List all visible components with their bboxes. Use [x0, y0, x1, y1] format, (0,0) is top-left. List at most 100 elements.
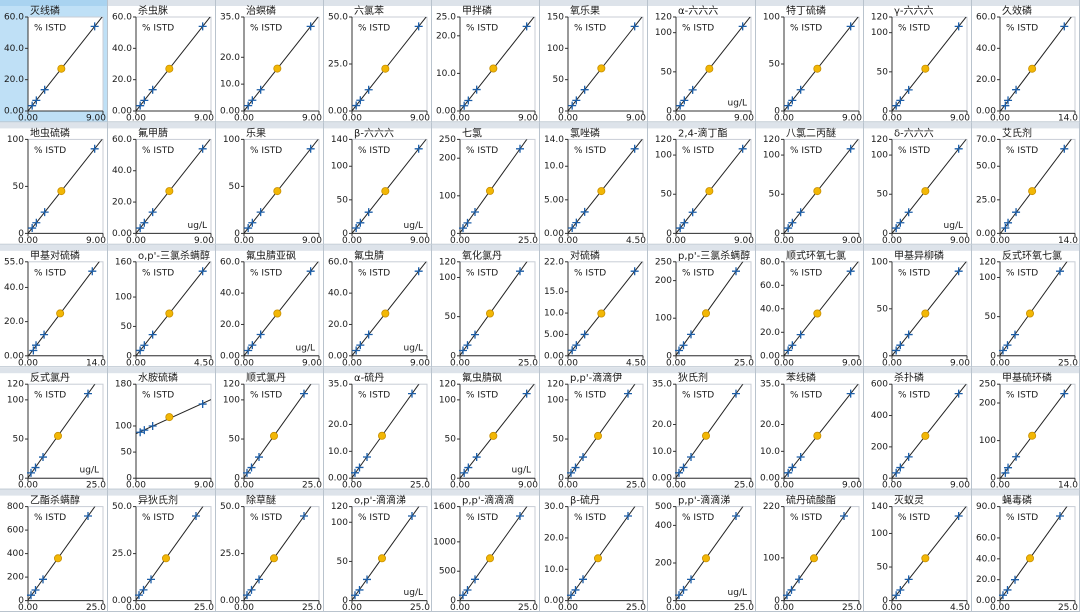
x-tick-label: 9.00: [194, 236, 214, 246]
calibration-panel[interactable]: 七氯 % ISTD 0 100 200 250 0.00 25.0: [432, 122, 540, 246]
calibration-panel[interactable]: p,p'-滴滴伊 % ISTD 0 50 100 120 0.00 25.0: [540, 367, 648, 491]
calibration-panel[interactable]: α-六六六 % ISTD ug/L 0 50 100 120 0.00 9.00: [648, 0, 756, 124]
y-tick-label: 100: [763, 553, 780, 563]
calibration-panel[interactable]: o,p'-滴滴涕 % ISTD ug/L 0 50 100 120 0.00 25.0: [324, 489, 432, 613]
y-unit-label: % ISTD: [358, 24, 390, 34]
calibration-panel[interactable]: 杀虫脒 % ISTD 0.00 20.0 40.0 60.0 0.00 9.00: [108, 0, 216, 124]
y-tick-label: 20.0: [976, 75, 996, 85]
y-tick-label: 0: [774, 596, 780, 606]
calibration-point: [355, 463, 364, 472]
calibration-panel[interactable]: 氟虫腈砜 % ISTD ug/L 0 50 100 120 0.00 9.00: [432, 367, 540, 491]
y-tick-label: 5.00: [544, 195, 564, 205]
calibration-panel[interactable]: 异狄氏剂 % ISTD 0.00 25.0 50.0 0.00 25.0: [108, 489, 216, 613]
calibration-panel[interactable]: 治螟磷 % ISTD 0.00 10.0 20.0 35.0 0.00 9.00: [216, 0, 324, 124]
fit-line: [568, 384, 636, 479]
calibration-panel[interactable]: 灭线磷 % ISTD 0.00 20.0 40.0 60.0 0.00 9.00: [0, 0, 108, 124]
calibration-point: [306, 144, 315, 153]
x-tick-label: 25.0: [626, 603, 646, 612]
y-tick-label: 0: [990, 474, 996, 484]
calibration-panel[interactable]: 氯唑磷 % ISTD 0.00 5.00 10.0 14.0 0.00 4.50: [540, 122, 648, 246]
fit-line: [352, 384, 420, 478]
check-point: [813, 64, 822, 73]
calibration-panel[interactable]: 杀扑磷 % ISTD 0 200 400 600 0.00 9.00: [864, 367, 972, 491]
calibration-panel[interactable]: 甲基对硫磷 % ISTD 0.00 20.0 40.0 55.0 0.00 14.0: [0, 244, 108, 368]
calibration-panel[interactable]: 甲拌磷 % ISTD 0.00 10.0 20.0 25.0 0.00 9.00: [432, 0, 540, 124]
calibration-panel[interactable]: 久效磷 % ISTD 0.00 20.0 40.0 60.0 0.00 14.0: [972, 0, 1080, 124]
y-unit-label: % ISTD: [790, 268, 822, 278]
panel-header: [324, 0, 432, 6]
panel-title: 灭蚁灵: [894, 495, 924, 507]
calibration-panel[interactable]: 乐果 % ISTD 0 50 100 0.00 9.00: [216, 122, 324, 246]
calibration-panel[interactable]: 氧化氯丹 % ISTD 0 50 100 120 0.00 25.0: [432, 244, 540, 368]
calibration-panel[interactable]: 氟虫腈亚砜 % ISTD ug/L 0.00 20.0 40.0 60.0 0.00 9.00: [216, 244, 324, 368]
calibration-point: [39, 575, 47, 584]
panel-title: β-硫丹: [570, 494, 600, 507]
calibration-panel[interactable]: 除草醚 % ISTD 0.00 25.0 50.0 0.00 25.0: [216, 489, 324, 613]
calibration-panel[interactable]: 特丁硫磷 % ISTD 0 50 100 0.00 9.00: [756, 0, 864, 124]
calibration-point: [363, 575, 371, 584]
y-tick-label: 0.00: [544, 229, 564, 239]
calibration-panel[interactable]: p,p'-滴滴滴 % ISTD 0 500 1000 1600 0.00 25.0: [432, 489, 540, 613]
panel-header: [648, 0, 756, 6]
calibration-panel[interactable]: 艾氏剂 % ISTD 0.00 25.0 50.0 70.0 0.00 14.0: [972, 122, 1080, 246]
check-point: [921, 64, 930, 73]
check-point: [921, 309, 930, 318]
fit-line: [460, 261, 528, 356]
calibration-point: [247, 585, 256, 594]
calibration-panel[interactable]: 甲基异柳磷 % ISTD 0 50 100 0.00 9.00: [864, 244, 972, 368]
calibration-panel[interactable]: p,p'-滴滴涕 % ISTD ug/L 0 200 400 500 0.00 25.0: [648, 489, 756, 613]
calibration-panel[interactable]: 反式氯丹 % ISTD ug/L 0 50 100 120 0.00 25.0: [0, 367, 108, 491]
calibration-panel[interactable]: 蝇毒磷 % ISTD 0.00 20.0 40.0 60.0 90.0 0.00 25.0: [972, 489, 1080, 613]
calibration-panel[interactable]: 水胺硫磷 % ISTD 0 50 100 180 0.00 9.00: [108, 367, 216, 491]
y-tick-label: 400: [7, 549, 24, 559]
x-tick-label: 0.00: [990, 603, 1010, 612]
calibration-panel[interactable]: 乙酯杀螨醇 % ISTD 0 200 400 600 800 0.00 25.0: [0, 489, 108, 613]
calibration-panel[interactable]: 氧乐果 % ISTD 0 50 100 150 0.00 9.00: [540, 0, 648, 124]
calibration-point: [460, 101, 469, 110]
y-unit-label: % ISTD: [250, 391, 282, 401]
calibration-panel[interactable]: β-六六六 % ISTD ug/L 0 50 100 140 0.00 9.00: [324, 122, 432, 246]
calibration-panel[interactable]: 氟甲腈 % ISTD ug/L 0.00 20.0 40.0 60.0 0.00 9.00: [108, 122, 216, 246]
panel-title: α-硫丹: [354, 371, 384, 384]
calibration-panel[interactable]: 2,4-滴丁酯 % ISTD 0 50 100 120 0.00 9.00: [648, 122, 756, 246]
calibration-panel[interactable]: 硫丹硫酸酯 % ISTD 0 100 220 0.00 25.0: [756, 489, 864, 613]
calibration-point: [352, 346, 361, 355]
check-point: [273, 64, 282, 73]
calibration-panel[interactable]: 氟虫腈 % ISTD ug/L 0.00 20.0 40.0 60.0 0.00 9.00: [324, 244, 432, 368]
calibration-point: [1001, 468, 1010, 477]
calibration-panel[interactable]: o,p'-三氯杀螨醇 % ISTD 0 50 100 160 0.00 4.50: [108, 244, 216, 368]
check-point: [270, 554, 279, 563]
calibration-panel[interactable]: 对硫磷 % ISTD 0.00 5.00 10.0 15.0 22.0 0.00 4.50: [540, 244, 648, 368]
y-tick-label: 0.00: [328, 107, 348, 117]
calibration-panel[interactable]: 六氯苯 % ISTD 0.00 25.0 50.0 0.00 9.00: [324, 0, 432, 124]
calibration-panel[interactable]: 反式环氧七氯 % ISTD 0 50 100 120 0.00 25.0: [972, 244, 1080, 368]
fit-line: [784, 506, 852, 601]
fit-line: [352, 139, 427, 234]
y-tick-label: 400: [655, 521, 672, 531]
panel-header: [972, 122, 1080, 129]
calibration-panel[interactable]: δ-六六六 % ISTD ug/L 0 50 100 120 0.00 9.00: [864, 122, 972, 246]
calibration-panel[interactable]: p,p'-三氯杀螨醇 % ISTD 0 100 200 250 0.00 25.0: [648, 244, 756, 368]
calibration-panel[interactable]: 地虫硫磷 % ISTD 0 50 100 0.00 9.00: [0, 122, 108, 246]
calibration-panel[interactable]: 甲基硫环磷 % ISTD 0 100 200 250 0.00 14.0: [972, 367, 1080, 491]
calibration-panel[interactable]: 灭蚁灵 % ISTD 0 50 100 140 0.00 4.50: [864, 489, 972, 613]
calibration-panel[interactable]: 狄氏剂 % ISTD 0.00 10.0 20.0 35.0 0.00 25.0: [648, 367, 756, 491]
calibration-panel[interactable]: 顺式环氧七氯 % ISTD 0.00 20.0 40.0 60.0 80.0 0.00 9.00: [756, 244, 864, 368]
calibration-panel[interactable]: 八氯二丙醚 % ISTD 0 50 100 120 0.00 9.00: [756, 122, 864, 246]
calibration-point: [198, 144, 207, 153]
calibration-panel[interactable]: 顺式氯丹 % ISTD 0 50 100 120 0.00 25.0: [216, 367, 324, 491]
panel-header: [540, 489, 648, 496]
x-tick-label: 9.00: [518, 481, 538, 491]
x-tick-label: 0.00: [18, 236, 38, 246]
panel-title: 甲基硫环磷: [1002, 371, 1052, 384]
calibration-panel[interactable]: γ-六六六 % ISTD 0 50 100 120 0.00 9.00: [864, 0, 972, 124]
calibration-point: [568, 101, 577, 110]
calibration-panel[interactable]: 苯线磷 % ISTD 0.00 10.0 20.0 35.0 0.00 9.00: [756, 367, 864, 491]
panel-title: 治螟磷: [246, 4, 276, 17]
x-tick-label: 25.0: [734, 358, 754, 368]
calibration-point: [1004, 96, 1013, 105]
y-tick-label: 0: [774, 107, 780, 117]
panel-title: 六氯苯: [354, 4, 384, 17]
calibration-panel[interactable]: α-硫丹 % ISTD 0.00 10.0 20.0 35.0 0.00 25.0: [324, 367, 432, 491]
calibration-panel[interactable]: β-硫丹 % ISTD 0.00 10.0 20.0 30.0 0.00 25.0: [540, 489, 648, 613]
